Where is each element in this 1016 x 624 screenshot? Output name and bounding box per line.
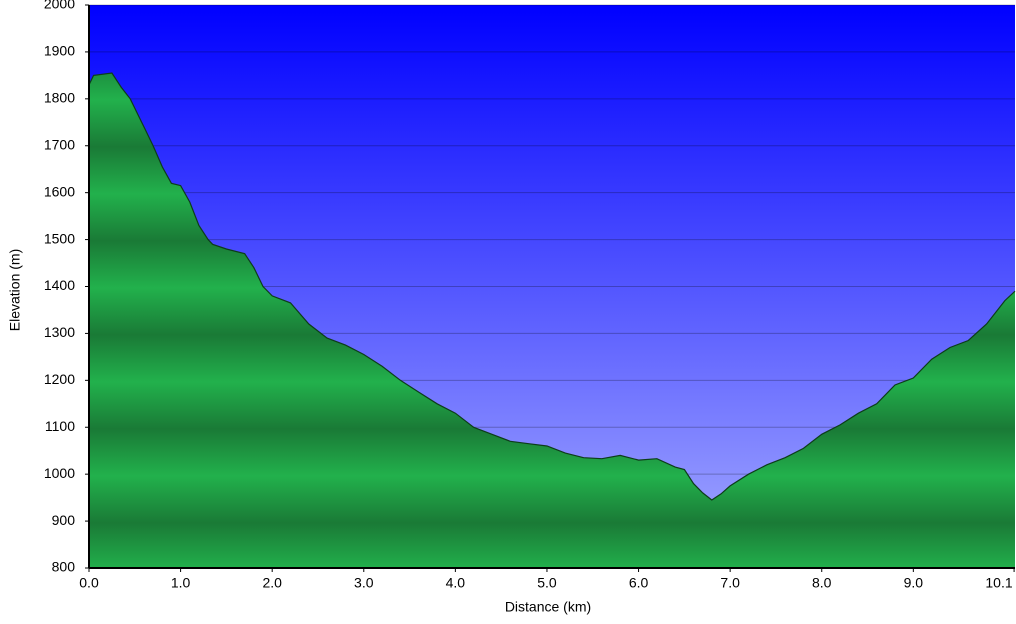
x-tick-label: 3.0 <box>354 575 374 591</box>
y-tick-label: 1600 <box>44 183 75 199</box>
y-tick-label: 1900 <box>44 43 75 59</box>
y-tick-label: 1200 <box>44 371 75 387</box>
x-tick-label: 6.0 <box>629 575 649 591</box>
x-tick-label: 0.0 <box>79 575 99 591</box>
y-tick-label: 800 <box>52 559 76 575</box>
elevation-area <box>89 73 1015 568</box>
y-tick-label: 2000 <box>44 0 75 12</box>
x-tick-label: 10.1 <box>985 575 1012 591</box>
y-axis-label: Elevation (m) <box>7 249 23 331</box>
y-tick-label: 1400 <box>44 277 75 293</box>
y-tick-label: 1700 <box>44 136 75 152</box>
x-tick-label: 1.0 <box>171 575 191 591</box>
x-tick-label: 2.0 <box>262 575 282 591</box>
y-tick-label: 1800 <box>44 90 75 106</box>
y-tick-label: 1300 <box>44 324 75 340</box>
x-tick-label: 9.0 <box>904 575 924 591</box>
y-tick-label: 1000 <box>44 465 75 481</box>
y-tick-label: 1500 <box>44 230 75 246</box>
y-tick-label: 1100 <box>45 418 75 434</box>
y-tick-label: 900 <box>52 512 76 528</box>
elevation-line <box>88 72 1016 501</box>
x-tick-label: 4.0 <box>446 575 466 591</box>
x-tick-label: 7.0 <box>720 575 740 591</box>
x-tick-label: 8.0 <box>812 575 832 591</box>
x-axis-label: Distance (km) <box>505 599 591 615</box>
x-tick-label: 5.0 <box>537 575 557 591</box>
